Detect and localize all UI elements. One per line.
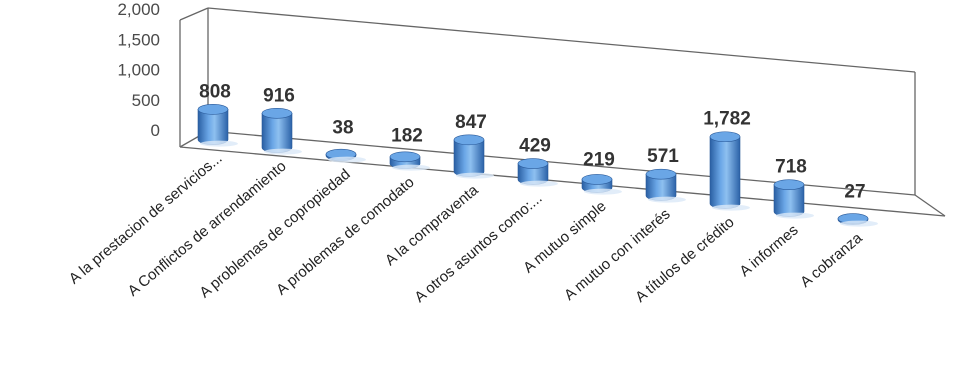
y-tick-label: 0	[151, 121, 160, 140]
y-tick-label: 500	[132, 91, 160, 110]
y-tick-label: 2,000	[117, 0, 160, 19]
data-label: 38	[332, 118, 353, 139]
y-tick-label: 1,500	[117, 30, 160, 49]
bar	[582, 174, 622, 194]
bar	[390, 152, 430, 171]
bar	[262, 108, 302, 154]
data-label: 1,782	[703, 109, 751, 130]
chart-frame	[180, 8, 945, 216]
bar	[710, 132, 750, 211]
data-label: 916	[263, 85, 295, 106]
bar	[198, 104, 238, 146]
bar	[326, 149, 366, 162]
y-tick-label: 1,000	[117, 61, 160, 80]
bar	[838, 214, 878, 227]
frame-line	[208, 131, 915, 195]
category-label: A problemas de copropiedad	[196, 166, 353, 302]
data-label: 219	[583, 150, 615, 171]
frame-line	[208, 8, 915, 72]
category-label: A cobranza	[797, 229, 866, 291]
data-label: 27	[844, 182, 865, 203]
data-label: 847	[455, 112, 487, 133]
data-label: 429	[519, 136, 551, 157]
frame-line	[180, 8, 208, 20]
data-label: 571	[647, 146, 679, 167]
y-axis-ticks: 0 500 1,000 1,500 2,000	[117, 0, 160, 140]
frame-line	[915, 195, 945, 216]
category-label: A otros asuntos como:...	[411, 190, 545, 306]
data-label: 808	[199, 81, 231, 102]
category-label: A problemas de comodato	[273, 174, 417, 299]
data-label: 182	[391, 126, 423, 147]
category-label: A informes	[736, 222, 801, 281]
category-label: A la prestacion de servicios...	[66, 150, 226, 288]
data-label: 718	[775, 157, 807, 178]
